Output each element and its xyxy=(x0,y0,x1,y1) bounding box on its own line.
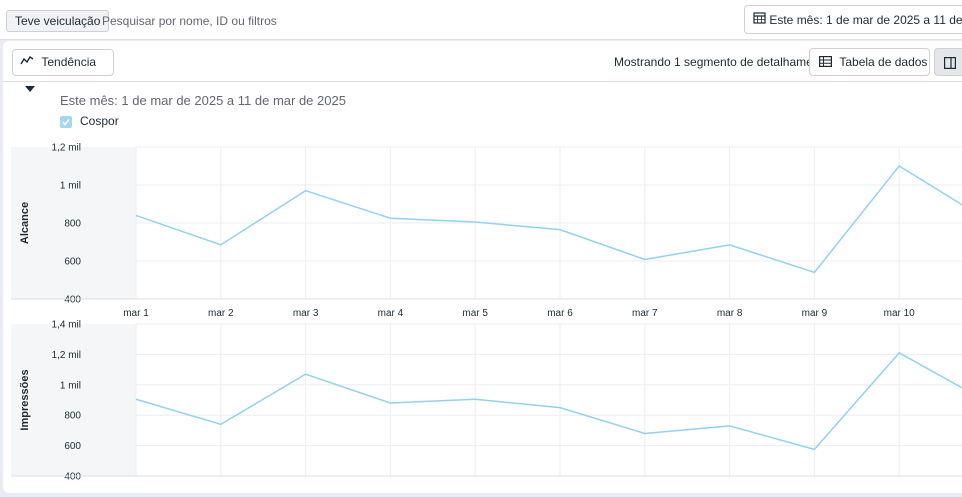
x-tick-label: mar 10 xyxy=(884,308,916,319)
trend-dropdown-label: Tendência xyxy=(41,55,97,69)
y-axis-band xyxy=(11,147,136,299)
top-filter-bar: Teve veiculação Este mês: 1 de mar de 20… xyxy=(0,0,962,40)
calendar-icon xyxy=(753,6,766,33)
data-table-button[interactable]: Tabela de dados xyxy=(809,48,930,76)
x-tick-label: mar 7 xyxy=(632,308,658,319)
x-tick-label: mar 6 xyxy=(547,308,573,319)
data-point xyxy=(729,244,731,246)
breakdown-count-label: Mostrando 1 segmento de detalhamento xyxy=(614,55,830,69)
data-point xyxy=(305,190,307,192)
series-line-cospor xyxy=(135,165,962,274)
legend-item-cospor[interactable]: Cospor xyxy=(60,114,119,128)
y-tick-label: 800 xyxy=(64,219,81,230)
caret-down-icon xyxy=(25,76,35,101)
x-tick-label: mar 9 xyxy=(802,308,828,319)
y-tick-label: 1 mil xyxy=(60,181,81,192)
search-input[interactable] xyxy=(100,8,664,34)
chart-period-label: Este mês: 1 de mar de 2025 a 11 de mar d… xyxy=(60,93,346,108)
y-tick-label: 400 xyxy=(64,472,81,483)
y-tick-label: 800 xyxy=(64,411,81,422)
x-tick-label: mar 3 xyxy=(293,308,319,319)
data-point xyxy=(474,398,476,400)
data-point xyxy=(644,432,646,434)
chart-toolbar: Tendência Mostrando 1 segmento de detalh… xyxy=(3,41,962,92)
y-tick-label: 600 xyxy=(64,441,81,452)
data-point xyxy=(898,165,900,167)
data-point xyxy=(305,373,307,375)
y-tick-label: 1 mil xyxy=(60,380,81,391)
data-point xyxy=(898,352,900,354)
y-tick-label: 1,2 mil xyxy=(52,350,81,361)
data-point xyxy=(389,402,391,404)
data-point xyxy=(559,407,561,409)
data-point xyxy=(813,448,815,450)
table-icon xyxy=(819,50,833,76)
checkbox-icon xyxy=(60,115,72,128)
series-line-cospor xyxy=(135,351,962,451)
y-axis-title: Impressões xyxy=(19,369,31,430)
y-tick-label: 1,4 mil xyxy=(52,320,81,331)
data-point xyxy=(813,271,815,273)
trend-dropdown[interactable]: Tendência xyxy=(12,49,114,92)
side-panel-icon xyxy=(944,56,957,74)
date-range-label: Este mês: 1 de mar de 2025 a 11 de mar d… xyxy=(769,13,962,27)
x-tick-label: mar 2 xyxy=(208,308,234,319)
y-tick-label: 400 xyxy=(64,295,81,306)
chart-panel: Tendência Mostrando 1 segmento de detalh… xyxy=(3,41,962,493)
data-point xyxy=(644,258,646,260)
data-table-label: Tabela de dados xyxy=(839,55,928,69)
x-tick-label: mar 5 xyxy=(462,308,488,319)
data-point xyxy=(135,214,137,216)
data-point xyxy=(220,244,222,246)
x-tick-label: mar 8 xyxy=(717,308,743,319)
trend-charts: 400 600 800 1 mil 1,2 mil Alcance mar 1 mar 2 ma… xyxy=(11,143,962,483)
data-point xyxy=(220,423,222,425)
y-axis-band xyxy=(11,324,136,476)
legend-label: Cospor xyxy=(80,114,119,128)
date-range-button[interactable]: Este mês: 1 de mar de 2025 a 11 de mar d… xyxy=(744,5,962,34)
data-point xyxy=(389,217,391,219)
filter-chip-had-delivery[interactable]: Teve veiculação xyxy=(6,10,110,32)
y-tick-label: 1,2 mil xyxy=(52,143,81,154)
y-axis-title: Alcance xyxy=(19,202,31,244)
data-point xyxy=(559,229,561,231)
data-point xyxy=(729,425,731,427)
x-tick-label: mar 4 xyxy=(378,308,404,319)
trend-line-icon xyxy=(20,50,34,75)
data-point xyxy=(135,398,137,400)
x-tick-label: mar 1 xyxy=(123,308,149,319)
data-point xyxy=(474,221,476,223)
y-tick-label: 600 xyxy=(64,257,81,268)
side-panel-toggle-button[interactable] xyxy=(934,48,962,76)
